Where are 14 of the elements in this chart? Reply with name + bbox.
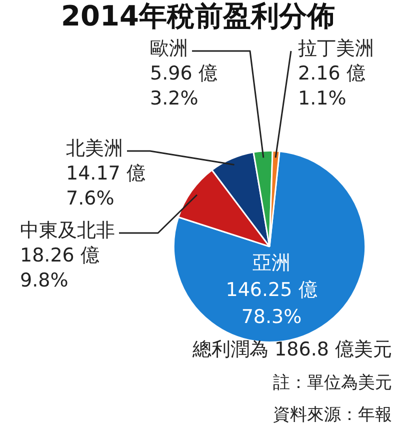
data-label: 146.25 億 78.3% (226, 278, 318, 328)
data-label: 5.96 億 3.2% (150, 62, 218, 110)
slice-label: 亞洲 (252, 252, 290, 274)
slice-label: 中東及北非 (20, 219, 115, 242)
data-label: 2.16 億 1.1% (298, 62, 366, 110)
data-label: 18.26 億 9.8% (20, 244, 100, 292)
slice-label: 歐洲 (150, 37, 188, 60)
source-note: 資料來源：年報 (273, 404, 392, 425)
slice-label: 拉丁美洲 (298, 37, 374, 60)
slice-label: 北美洲 (66, 137, 123, 160)
text: 總利潤為 186.8 億美元 (192, 338, 392, 360)
chart-title: 2014年稅前盈利分佈 (61, 0, 335, 32)
text: 註：單位為美元 (273, 372, 392, 393)
data-label: 14.17 億 7.6% (66, 162, 146, 210)
